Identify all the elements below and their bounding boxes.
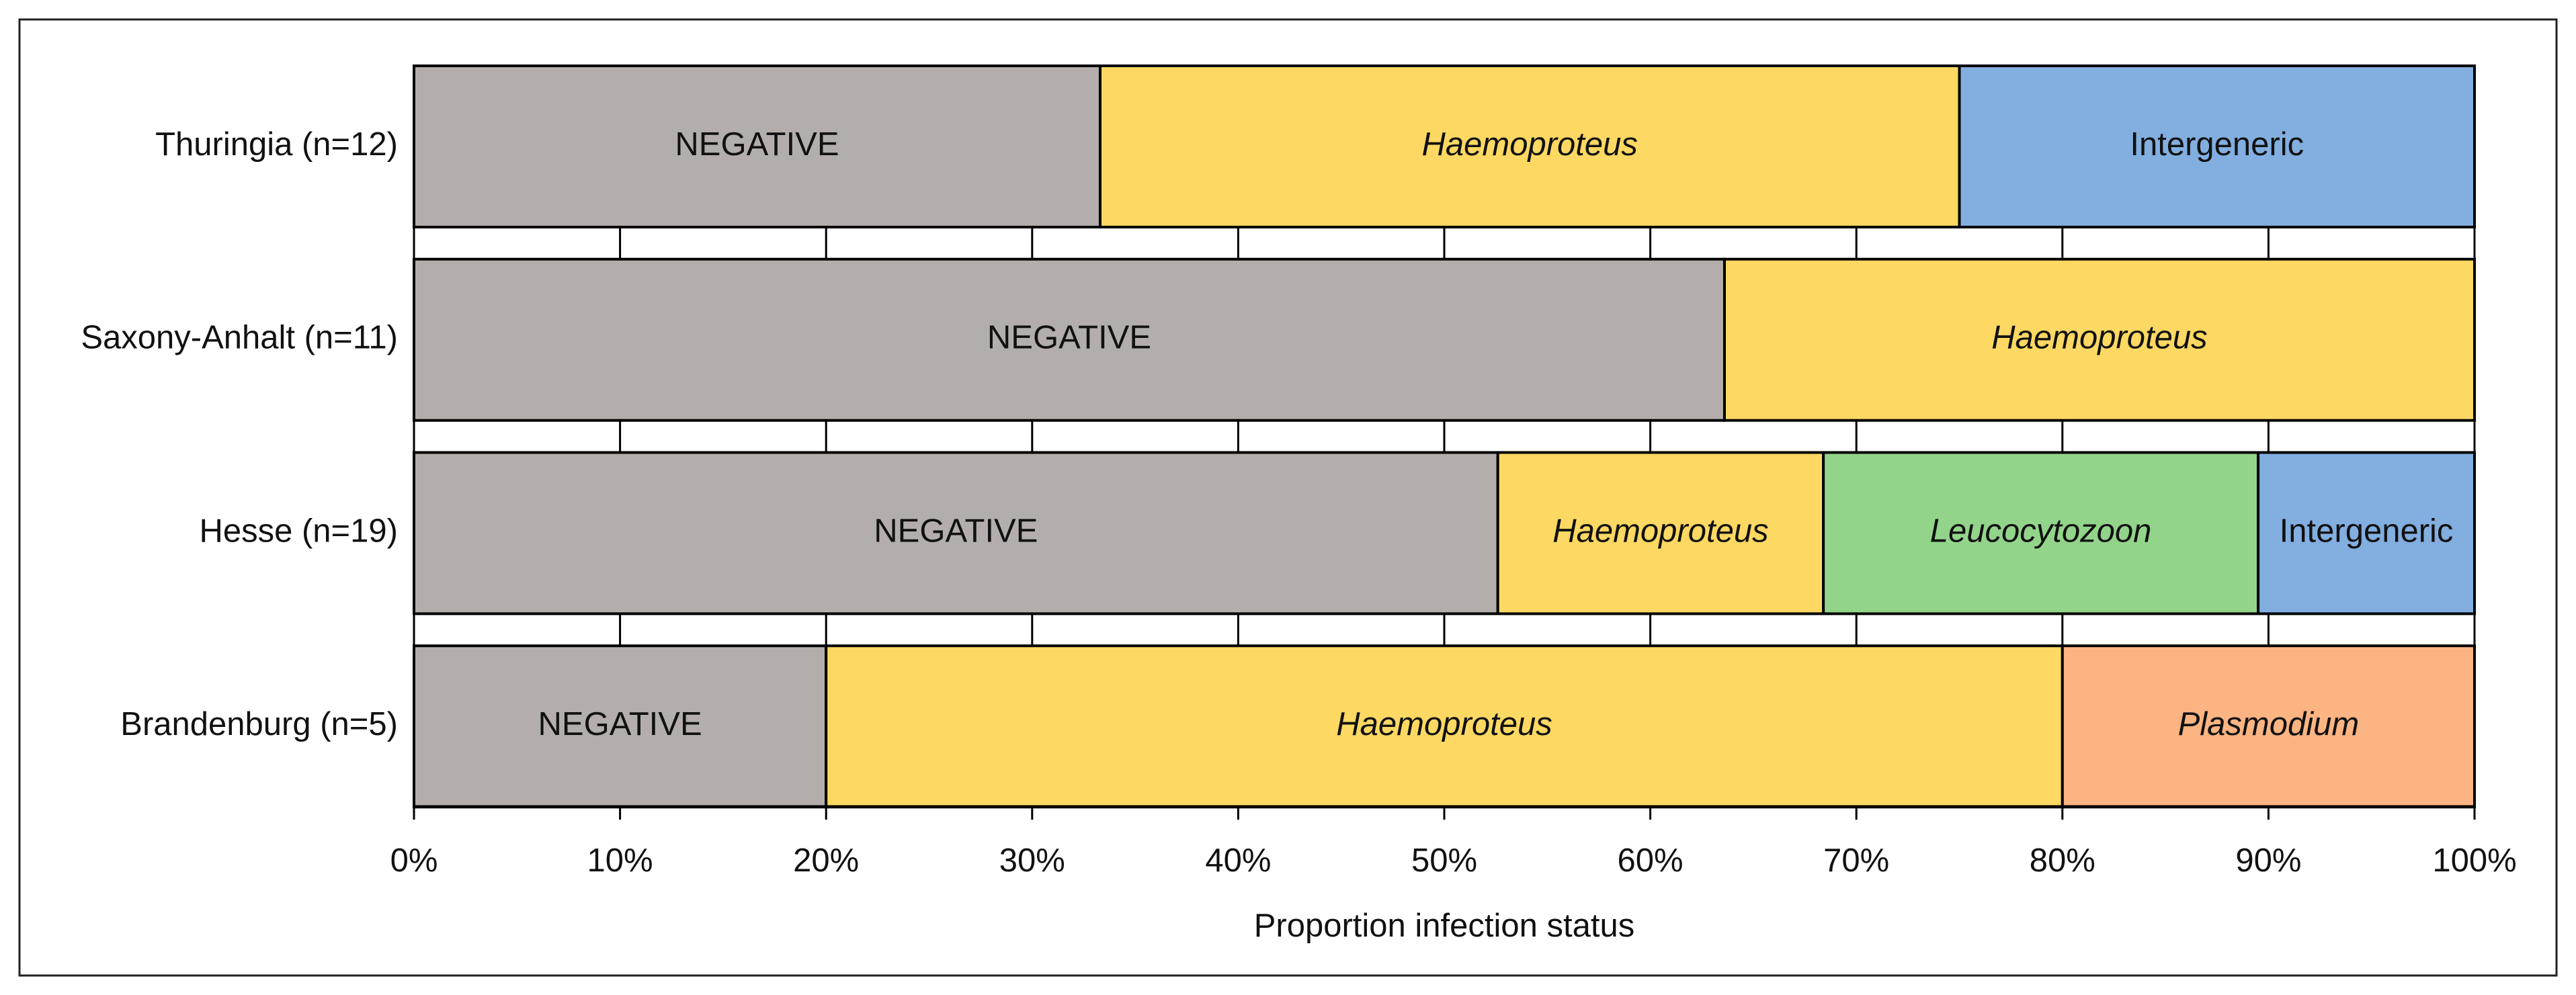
segment-label: Intergeneric [2130,126,2304,163]
x-axis-label: Proportion infection status [1254,908,1635,944]
x-tick-label: 20% [793,842,859,879]
segment-label: Intergeneric [2280,513,2454,549]
y-tick-label: Saxony-Anhalt (n=11) [81,320,398,356]
segment-label: Haemoproteus [1422,126,1638,163]
segment-label: Haemoproteus [1991,320,2207,356]
x-tick-label: 70% [1823,842,1889,879]
x-tick-label: 40% [1205,842,1271,879]
y-tick-label: Brandenburg (n=5) [120,706,398,742]
bar-segment [413,644,828,809]
bar-segment [1098,64,1961,228]
x-tick-label: 80% [2030,842,2095,879]
segment-label: NEGATIVE [874,513,1038,549]
bar-segment [825,644,2064,809]
segment-label: NEGATIVE [538,706,702,742]
segment-label: Plasmodium [2178,706,2360,742]
x-tick-label: 50% [1411,842,1477,879]
x-tick-label: 100% [2432,842,2516,879]
x-tick-label: 10% [587,842,653,879]
bar-segment [1722,257,2477,422]
y-tick-label: Hesse (n=19) [199,513,398,549]
x-tick-label: 60% [1618,842,1684,879]
segment-label: NEGATIVE [675,126,839,163]
segment-label: Leucocytozoon [1930,513,2152,549]
bar-segment [413,64,1102,228]
bar-segment [2061,644,2477,809]
segment-label: Haemoproteus [1336,706,1552,742]
bar-segment [413,451,1499,615]
x-tick-label: 90% [2235,842,2301,879]
bar-segment [2257,451,2477,615]
y-tick-label: Thuringia (n=12) [155,126,398,163]
segment-label: Haemoproteus [1552,513,1768,549]
bar-segment [413,257,1726,422]
x-tick-label: 30% [999,842,1065,879]
bar-segment [1958,64,2476,228]
x-tick-label: 0% [390,842,438,879]
bar-segment [1496,451,1825,615]
segment-label: NEGATIVE [987,320,1151,356]
